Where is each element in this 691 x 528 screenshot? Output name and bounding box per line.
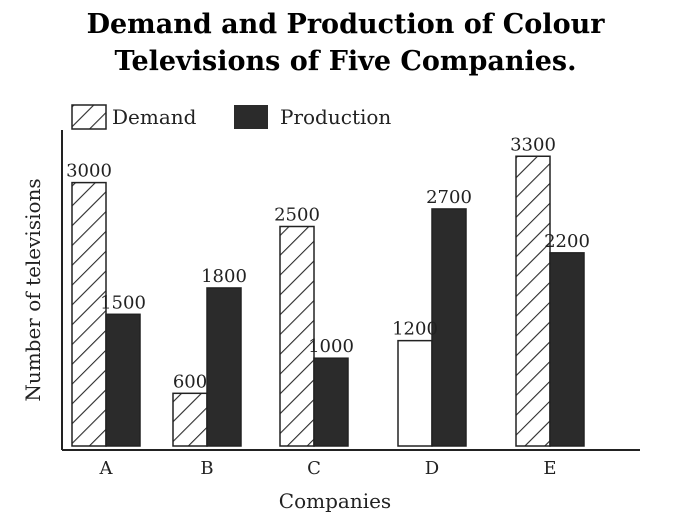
bar-demand-d (397, 339, 433, 447)
bar-production-c (313, 357, 349, 447)
value-label-production-d: 2700 (426, 187, 472, 208)
legend: Demand Production (71, 104, 391, 130)
value-labels-group: 3000 1500 600 1800 2500 1000 1200 2700 3300 2200 (66, 134, 590, 392)
value-label-production-e: 2200 (544, 231, 590, 252)
value-label-production-a: 1500 (100, 292, 146, 313)
bar-production-a (105, 313, 141, 447)
chart-title-line-1: Demand and Production of Colour (86, 9, 605, 40)
bar-demand-c (279, 225, 315, 447)
value-label-production-b: 1800 (201, 266, 247, 287)
legend-swatch-demand (71, 104, 107, 130)
value-label-demand-e: 3300 (510, 134, 556, 155)
bar-production-d (431, 208, 467, 447)
value-label-demand-b: 600 (173, 371, 207, 392)
bar-demand-e (515, 155, 551, 447)
category-label-c: C (307, 458, 321, 479)
category-label-d: D (425, 458, 439, 479)
legend-swatch-production (234, 105, 268, 129)
chart-title-line-2: Televisions of Five Companies. (114, 46, 577, 77)
bars-group (71, 155, 585, 447)
value-label-demand-a: 3000 (66, 161, 112, 182)
legend-label-demand: Demand (112, 105, 197, 129)
bar-production-b (206, 287, 242, 447)
chart-title: Demand and Production of Colour Televisi… (0, 6, 691, 80)
legend-label-production: Production (280, 105, 391, 129)
bar-demand-a (71, 181, 107, 447)
x-axis-title: Companies (279, 489, 391, 513)
y-axis-title: Number of televisions (21, 178, 45, 401)
category-label-a: A (99, 458, 114, 479)
category-label-e: E (543, 458, 556, 479)
category-labels-group: A B C D E (99, 458, 557, 479)
bar-demand-b (172, 392, 208, 447)
value-label-production-c: 1000 (308, 336, 354, 357)
value-label-demand-d: 1200 (392, 319, 438, 340)
bar-production-e (549, 252, 585, 447)
category-label-b: B (200, 458, 213, 479)
value-label-demand-c: 2500 (274, 205, 320, 226)
